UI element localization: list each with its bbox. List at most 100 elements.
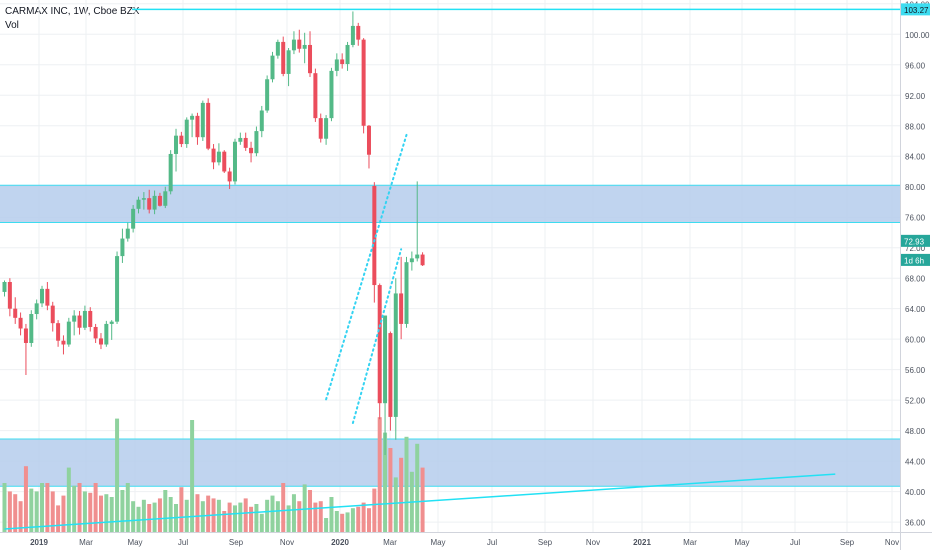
volume-bar xyxy=(29,488,34,532)
candle-body xyxy=(270,55,275,80)
candle xyxy=(313,68,318,122)
volume-bar xyxy=(281,483,286,532)
candle xyxy=(206,98,211,151)
candle xyxy=(211,144,216,170)
volume-bar xyxy=(275,501,280,532)
candle-body xyxy=(415,254,420,259)
volume-bar xyxy=(286,505,291,532)
x-tick-label: 2021 xyxy=(633,538,651,547)
candle-body xyxy=(141,198,146,200)
x-tick-label: Nov xyxy=(280,538,294,547)
price-label: 72.93 xyxy=(901,234,930,247)
candle-body xyxy=(393,293,398,417)
candle-body xyxy=(23,328,28,343)
volume-bar xyxy=(109,497,114,532)
candle xyxy=(222,150,227,174)
volume-bar xyxy=(243,498,248,532)
volume-bar xyxy=(345,512,350,532)
candle xyxy=(184,117,189,148)
candle-body xyxy=(361,39,366,126)
candle xyxy=(383,315,388,456)
x-tick-label: Sep xyxy=(840,538,855,547)
candle-body xyxy=(388,333,393,417)
candle-body xyxy=(152,195,157,210)
candle-body xyxy=(254,131,259,154)
x-tick-label: Mar xyxy=(79,538,93,547)
y-tick-label: 68.00 xyxy=(905,275,926,284)
x-tick-label: May xyxy=(734,538,749,547)
volume-bar xyxy=(120,490,125,532)
candle-body xyxy=(383,315,388,404)
zone-rect xyxy=(0,439,900,487)
candle xyxy=(350,11,355,48)
candle-body xyxy=(409,258,414,263)
volume-bar xyxy=(222,511,227,532)
candle xyxy=(377,283,382,420)
volume-bar xyxy=(2,483,7,532)
volume-bar xyxy=(334,511,339,532)
price-label-text: 1d 6h xyxy=(904,256,924,265)
candle-body xyxy=(377,285,382,404)
volume-bar xyxy=(383,432,388,532)
candle xyxy=(329,67,334,122)
candle-body xyxy=(366,125,371,155)
symbol-title[interactable]: CARMAX INC, 1W, Cboe BZX xyxy=(5,6,140,17)
candle xyxy=(286,48,291,87)
x-tick-label: May xyxy=(127,538,142,547)
candle-body xyxy=(104,323,109,345)
candle xyxy=(18,312,23,336)
candle xyxy=(324,115,329,145)
candle-body xyxy=(216,151,221,163)
volume-bar xyxy=(216,499,221,532)
volume-bar xyxy=(115,418,120,532)
candle xyxy=(115,251,120,324)
volume-bar xyxy=(324,518,329,532)
candle xyxy=(340,53,345,69)
volume-bar xyxy=(50,491,55,532)
volume-bar xyxy=(125,483,130,532)
candle xyxy=(216,143,221,166)
volume-bar xyxy=(23,466,28,532)
candle-body xyxy=(372,185,377,286)
candle xyxy=(356,22,361,46)
drawn-lines[interactable] xyxy=(4,8,901,530)
channel-line xyxy=(351,248,403,425)
candle-body xyxy=(265,79,270,111)
candle xyxy=(334,53,339,77)
volume-bar xyxy=(270,495,275,532)
y-tick-label: 96.00 xyxy=(905,61,926,70)
y-tick-label: 100.00 xyxy=(905,31,930,40)
candle xyxy=(302,32,307,64)
candle-body xyxy=(179,135,184,145)
time-axis[interactable]: 2019 Mar May Jul Sep Nov 2020 Mar May Jul Sep Nov 20… xyxy=(0,532,932,548)
candle-body xyxy=(206,102,211,149)
volume-bar xyxy=(227,502,232,532)
volume-bar xyxy=(40,483,45,532)
candle xyxy=(93,323,98,343)
volume-bar xyxy=(34,491,39,532)
y-tick-label: 64.00 xyxy=(905,305,926,314)
candle-body xyxy=(184,119,189,145)
candle-body xyxy=(56,323,61,341)
candle xyxy=(88,307,93,332)
volume-indicator-label[interactable]: Vol xyxy=(5,20,19,31)
price-axis[interactable]: 36.00 40.00 44.00 48.00 52.00 56.00 60.00 64.00… xyxy=(900,0,931,550)
candle xyxy=(297,29,302,53)
candle-body xyxy=(324,118,329,139)
candle-body xyxy=(61,340,66,345)
volume-bar xyxy=(297,501,302,532)
candle xyxy=(415,181,420,262)
candle-body xyxy=(136,199,141,209)
candle-body xyxy=(275,41,280,56)
candle-body xyxy=(7,282,12,309)
volume-bar xyxy=(329,497,334,532)
candle xyxy=(125,222,130,242)
candle-body xyxy=(286,50,291,74)
x-tick-label: Mar xyxy=(383,538,397,547)
candle xyxy=(168,150,173,195)
candle xyxy=(249,141,254,163)
x-tick-label: 2020 xyxy=(331,538,349,547)
price-labels: 103.27 72.93 1d 6h xyxy=(901,3,930,266)
volume-bar xyxy=(184,499,189,532)
